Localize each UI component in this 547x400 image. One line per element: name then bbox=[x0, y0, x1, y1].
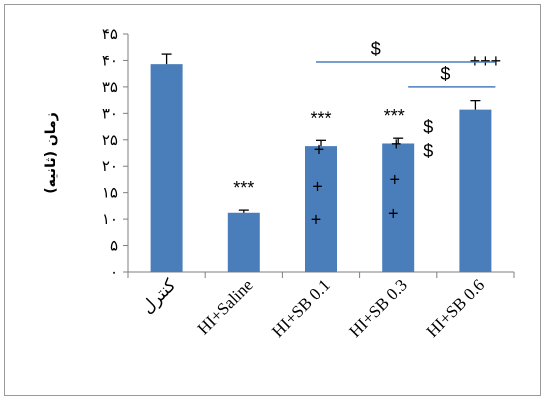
plus-marker-2-0: + bbox=[314, 139, 325, 159]
plus-marker-3-0: + bbox=[391, 134, 402, 154]
y-tick-label: ۲۰ bbox=[102, 157, 118, 175]
bar-4 bbox=[459, 109, 492, 273]
bracket-label-0: $ bbox=[371, 39, 381, 59]
bars bbox=[150, 64, 492, 273]
y-tick-label: ۲۵ bbox=[102, 131, 118, 149]
chart-frame: ۰ ۵ ۱۰ ۱۵ ۲۰ ۲۵ ۳۰ ۳۵ ۴۰ ۴۵ *** *** *** + + + + + + +++ $ $ $… bbox=[4, 4, 541, 396]
y-tick-label: ۵ bbox=[110, 237, 118, 255]
error-bars bbox=[161, 53, 481, 213]
significance-stars-2: *** bbox=[310, 108, 331, 128]
bar-2 bbox=[305, 146, 337, 272]
bar-0 bbox=[150, 64, 183, 272]
bar-1 bbox=[227, 212, 260, 272]
plus-marker-3-2: + bbox=[388, 203, 399, 223]
plus-marker-2-1: + bbox=[312, 176, 323, 196]
category-label-2: HI+SB 0.1 bbox=[268, 275, 334, 341]
significance-stars-3: *** bbox=[384, 106, 405, 126]
category-label-4: HI+SB 0.6 bbox=[423, 275, 489, 341]
y-tick-label: ۰ bbox=[110, 263, 118, 281]
category-label-1: HI+Saline bbox=[194, 275, 257, 338]
y-axis-title: زمان (ثانیه) bbox=[43, 112, 59, 194]
y-tick-label: ۱۰ bbox=[102, 210, 118, 228]
significance-stars-1: *** bbox=[233, 178, 254, 198]
y-tick-label: ۴۵ bbox=[102, 25, 118, 43]
bar-3 bbox=[382, 143, 415, 272]
significance-annotations: ****** ***+++++++++$$$$ bbox=[233, 39, 501, 230]
y-tick-label: ۴۰ bbox=[102, 51, 118, 69]
dollar-marker-0: $ bbox=[423, 141, 433, 161]
category-label-3: HI+SB 0.3 bbox=[345, 275, 411, 341]
axes: ۰ ۵ ۱۰ ۱۵ ۲۰ ۲۵ ۳۰ ۳۵ ۴۰ ۴۵ bbox=[102, 25, 515, 281]
category-label-0: کنترل bbox=[138, 275, 181, 318]
plus-marker-2-2: + bbox=[311, 210, 322, 230]
plus-marker-3-1: + bbox=[389, 169, 400, 189]
plus-marker-4-0: +++ bbox=[470, 51, 502, 71]
y-tick-label: ۱۵ bbox=[102, 184, 118, 202]
bracket-label-1: $ bbox=[440, 64, 450, 84]
y-tick-label: ۳۵ bbox=[102, 78, 118, 96]
y-tick-label: ۳۰ bbox=[102, 104, 118, 122]
dollar-marker-1: $ bbox=[423, 117, 433, 137]
